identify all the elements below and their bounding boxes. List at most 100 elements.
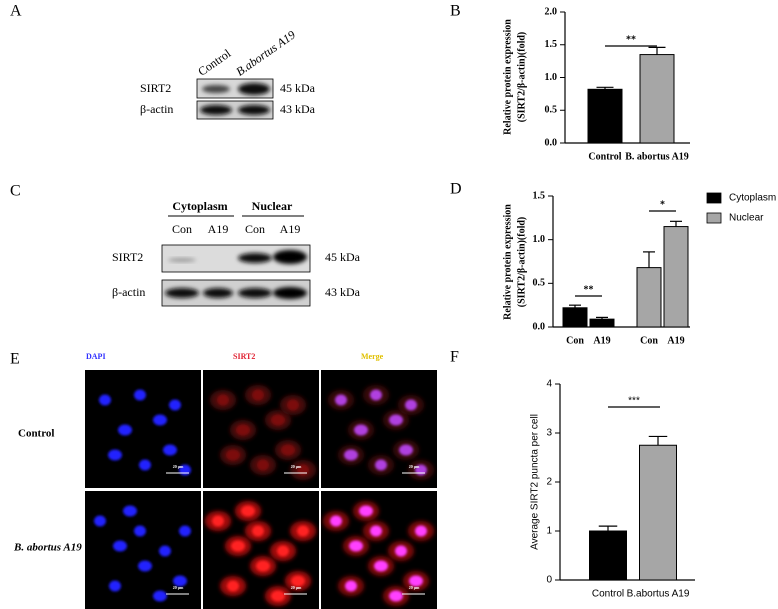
nucleus: [291, 575, 305, 587]
y-tick-label: 1.5: [545, 39, 558, 50]
micro-image: [85, 491, 201, 609]
group-label: Nuclear: [252, 199, 293, 213]
nucleus: [108, 449, 122, 461]
nucleus: [399, 444, 413, 456]
nucleus: [271, 590, 285, 602]
band: [168, 258, 196, 262]
nucleus: [212, 515, 224, 527]
nucleus: [405, 399, 417, 411]
y-tick-label: 2.0: [545, 6, 558, 17]
row-label: SIRT2: [140, 81, 171, 95]
nucleus: [335, 394, 347, 406]
band: [202, 85, 230, 93]
nucleus: [395, 545, 407, 557]
y-tick-label: 3: [546, 428, 552, 439]
group-label: Cytoplasm: [172, 199, 227, 213]
nucleus: [134, 389, 146, 401]
x-tick-label: A19: [593, 335, 610, 346]
size-label: 45 kDa: [280, 81, 316, 95]
y-tick-label: 2: [546, 477, 552, 488]
x-tick-label: Control: [588, 151, 621, 162]
legend-swatch: [706, 192, 722, 204]
row-label: β-actin: [112, 285, 145, 299]
band: [200, 105, 232, 115]
x-tick-label: B. abortus A19: [625, 151, 689, 162]
y-tick-label: 4: [546, 379, 552, 390]
nucleus: [138, 560, 152, 572]
band: [203, 288, 233, 298]
scale-bar-label: 20 μm: [291, 585, 302, 590]
band: [165, 288, 199, 298]
nucleus: [370, 389, 382, 401]
nucleus: [159, 545, 171, 557]
row-label: SIRT2: [112, 250, 143, 264]
panel-label: E: [10, 351, 20, 368]
size-label: 43 kDa: [325, 285, 361, 299]
nucleus: [169, 399, 181, 411]
size-label: 43 kDa: [280, 102, 316, 116]
nucleus: [277, 545, 289, 557]
nucleus: [153, 414, 167, 426]
nucleus: [345, 580, 357, 592]
row-label: B. abortus A19: [13, 542, 82, 554]
nucleus: [118, 424, 132, 436]
y-axis-label: Average SIRT2 puncta per cell: [530, 414, 541, 550]
x-tick-label: A19: [667, 335, 684, 346]
size-label: 45 kDa: [325, 250, 361, 264]
y-tick-label: 0.5: [533, 278, 546, 289]
nucleus: [236, 424, 250, 436]
nucleus: [297, 525, 309, 537]
panel-label: C: [10, 183, 21, 200]
nucleus: [375, 459, 387, 471]
chart: 0 1 2 3 4 Average SIRT2 puncta per cell Contro…: [530, 379, 695, 600]
x-tick-label: B.abortus A19: [627, 589, 690, 600]
panel-label: D: [450, 181, 462, 198]
bar: [639, 444, 677, 581]
scale-bar-label: 20 μm: [173, 585, 184, 590]
nucleus: [359, 505, 373, 517]
significance-label: *: [660, 199, 665, 210]
nucleus: [344, 449, 358, 461]
nucleus: [271, 414, 285, 426]
bar: [562, 307, 588, 328]
significance-label: **: [626, 34, 636, 45]
chart: 0.0 0.5 1.0 1.5 2.0 Relative protein expressi…: [502, 6, 690, 162]
y-tick-label: 0: [546, 575, 552, 586]
band: [238, 83, 270, 95]
nucleus: [173, 575, 187, 587]
nucleus: [370, 525, 382, 537]
nucleus: [252, 389, 264, 401]
legend-label: Nuclear: [729, 213, 764, 224]
scale-bar-label: 20 μm: [409, 464, 420, 469]
lane-label: A19: [208, 222, 229, 236]
nucleus: [252, 525, 264, 537]
x-tick-label: Con: [640, 335, 658, 346]
lane-label: Con: [172, 222, 192, 236]
y-axis-label: Relative protein expression: [502, 204, 513, 320]
lane-label: B.abortus A19: [233, 28, 298, 79]
nucleus: [231, 540, 245, 552]
significance-label: ***: [628, 396, 640, 407]
nucleus: [94, 515, 106, 527]
micro-image: [321, 491, 437, 609]
micro-image: [203, 491, 319, 609]
y-tick-label: 1.5: [533, 190, 546, 201]
panel-label: B: [450, 3, 461, 20]
band: [273, 250, 307, 264]
nucleus: [389, 590, 403, 602]
significance-label: **: [584, 284, 594, 295]
band: [238, 253, 272, 263]
row-label: β-actin: [140, 102, 173, 116]
y-axis-label: (SIRT2/β-actin)(fold): [516, 217, 527, 307]
panel-label: F: [450, 349, 459, 366]
scale-bar-label: 20 μm: [173, 464, 184, 469]
nucleus: [109, 580, 121, 592]
nucleus: [374, 560, 388, 572]
nucleus: [123, 505, 137, 517]
panel-label: A: [10, 3, 22, 20]
nucleus: [226, 449, 240, 461]
y-tick-label: 0.0: [545, 137, 558, 148]
nucleus: [287, 399, 299, 411]
bar: [589, 318, 615, 328]
lane-label: A19: [280, 222, 301, 236]
